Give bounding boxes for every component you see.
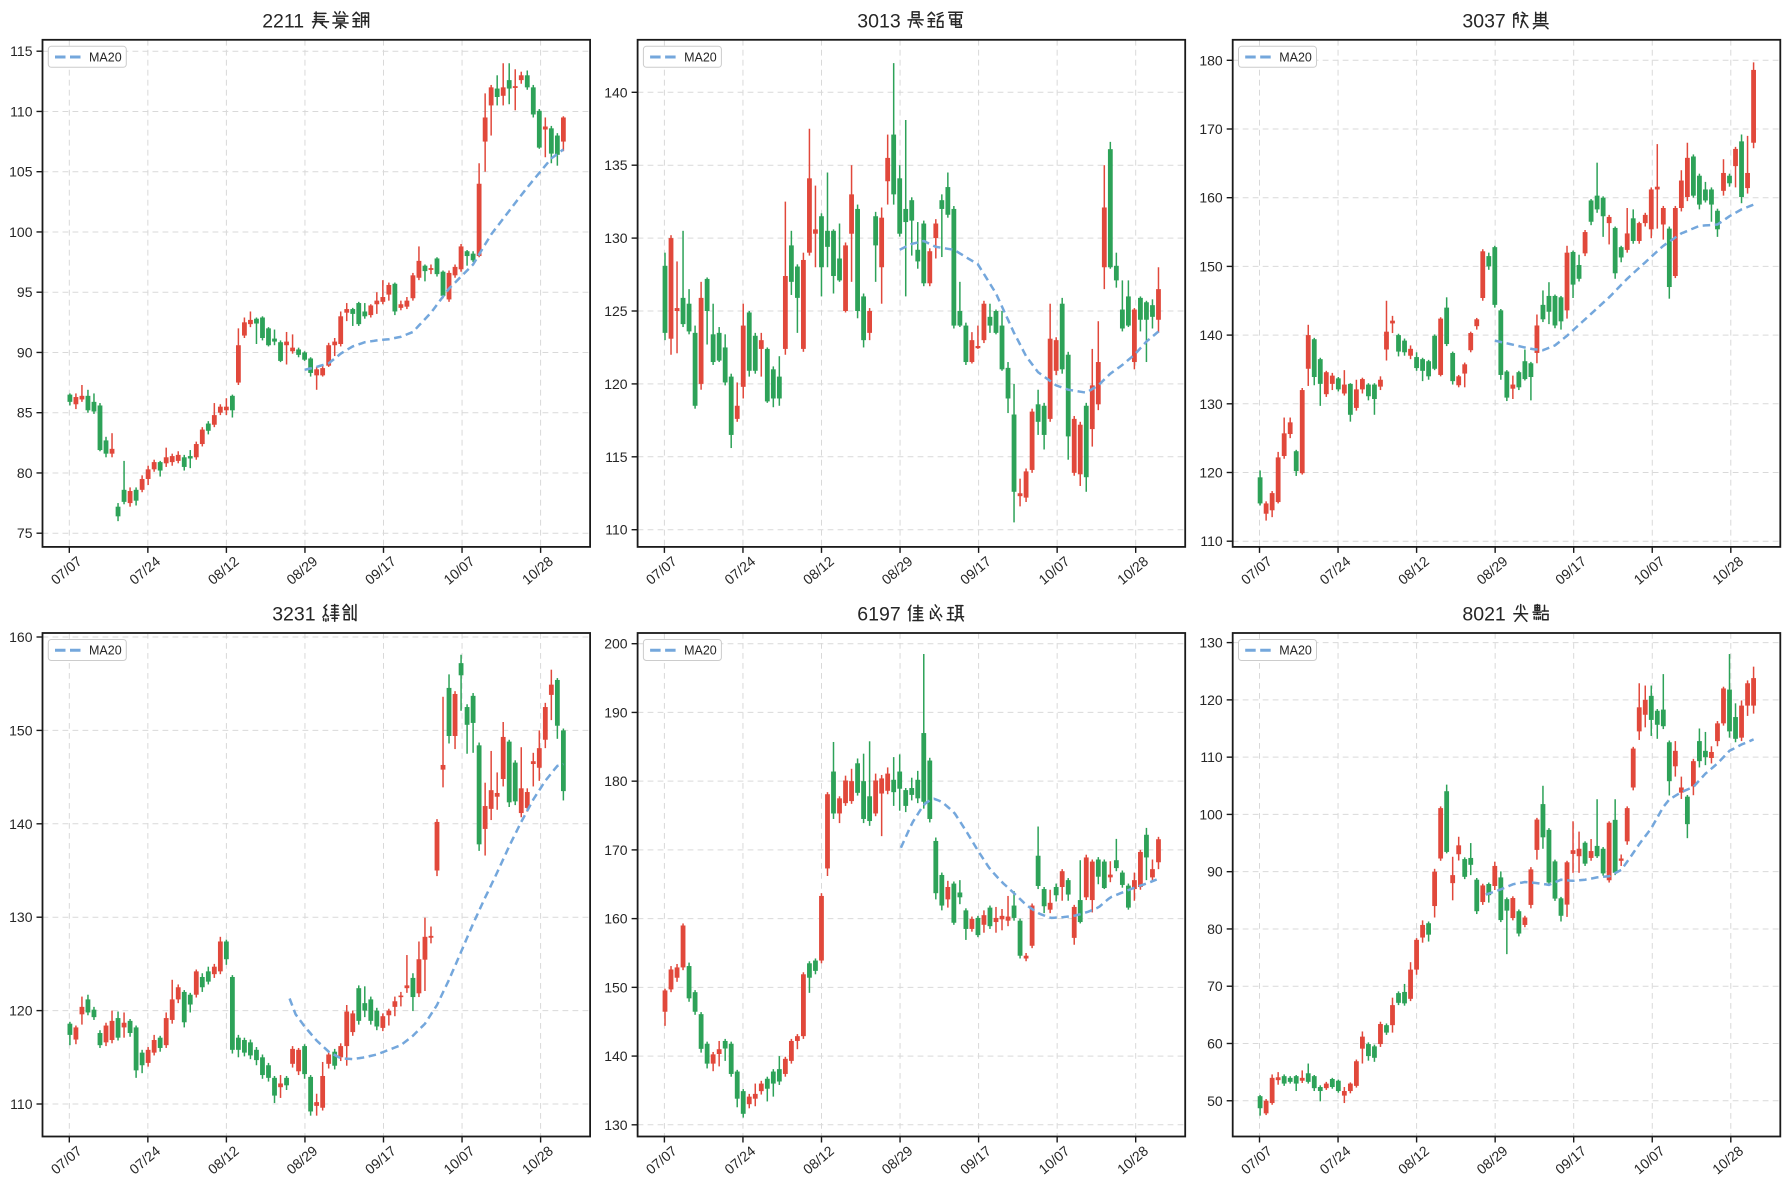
svg-text:MA20: MA20 [684,50,717,64]
svg-text:125: 125 [604,303,628,319]
svg-text:3013: 3013 [857,11,900,33]
svg-text:190: 190 [604,704,628,720]
svg-text:MA20: MA20 [1279,644,1312,658]
svg-text:150: 150 [1199,258,1223,274]
svg-text:MA20: MA20 [89,50,122,64]
svg-text:120: 120 [1199,465,1223,481]
svg-text:100: 100 [1199,806,1223,822]
svg-text:140: 140 [1199,327,1223,343]
svg-text:110: 110 [1200,533,1223,549]
svg-text:140: 140 [604,84,628,100]
svg-text:140: 140 [9,816,33,832]
svg-text:80: 80 [17,465,33,481]
svg-text:130: 130 [604,230,628,246]
svg-text:180: 180 [604,773,628,789]
svg-text:MA20: MA20 [1279,50,1312,64]
svg-text:135: 135 [604,157,628,173]
svg-text:90: 90 [1207,864,1223,880]
svg-text:110: 110 [1200,749,1223,765]
svg-text:160: 160 [1199,190,1223,206]
svg-text:170: 170 [1199,121,1223,137]
svg-text:130: 130 [604,1117,628,1133]
svg-text:120: 120 [604,376,628,392]
svg-text:75: 75 [17,525,33,541]
svg-text:8021: 8021 [1462,604,1505,626]
svg-text:3231: 3231 [272,604,315,626]
svg-text:90: 90 [17,344,33,360]
svg-text:140: 140 [604,1048,628,1064]
svg-text:150: 150 [9,722,33,738]
svg-text:60: 60 [1207,1035,1223,1051]
svg-text:95: 95 [17,284,33,300]
svg-text:105: 105 [9,164,33,180]
svg-text:150: 150 [604,979,628,995]
svg-text:MA20: MA20 [89,644,122,658]
svg-text:2211: 2211 [262,11,304,33]
svg-text:85: 85 [17,405,33,421]
svg-text:100: 100 [9,224,33,240]
svg-text:120: 120 [9,1003,33,1019]
svg-text:110: 110 [10,1096,33,1112]
svg-text:MA20: MA20 [684,644,717,658]
svg-text:80: 80 [1207,921,1223,937]
svg-text:180: 180 [1199,52,1223,68]
svg-text:130: 130 [9,909,33,925]
svg-text:160: 160 [604,911,628,927]
svg-text:70: 70 [1207,978,1223,994]
svg-text:6197: 6197 [857,604,900,626]
svg-text:115: 115 [10,43,33,59]
svg-text:50: 50 [1207,1093,1223,1109]
svg-text:170: 170 [604,842,628,858]
svg-text:110: 110 [605,522,628,538]
svg-text:130: 130 [1199,635,1223,651]
svg-text:3037: 3037 [1462,11,1505,33]
svg-text:110: 110 [10,103,33,119]
svg-text:120: 120 [1199,692,1223,708]
svg-text:115: 115 [605,449,628,465]
svg-text:130: 130 [1199,396,1223,412]
svg-text:200: 200 [604,636,628,652]
svg-text:160: 160 [9,629,33,645]
